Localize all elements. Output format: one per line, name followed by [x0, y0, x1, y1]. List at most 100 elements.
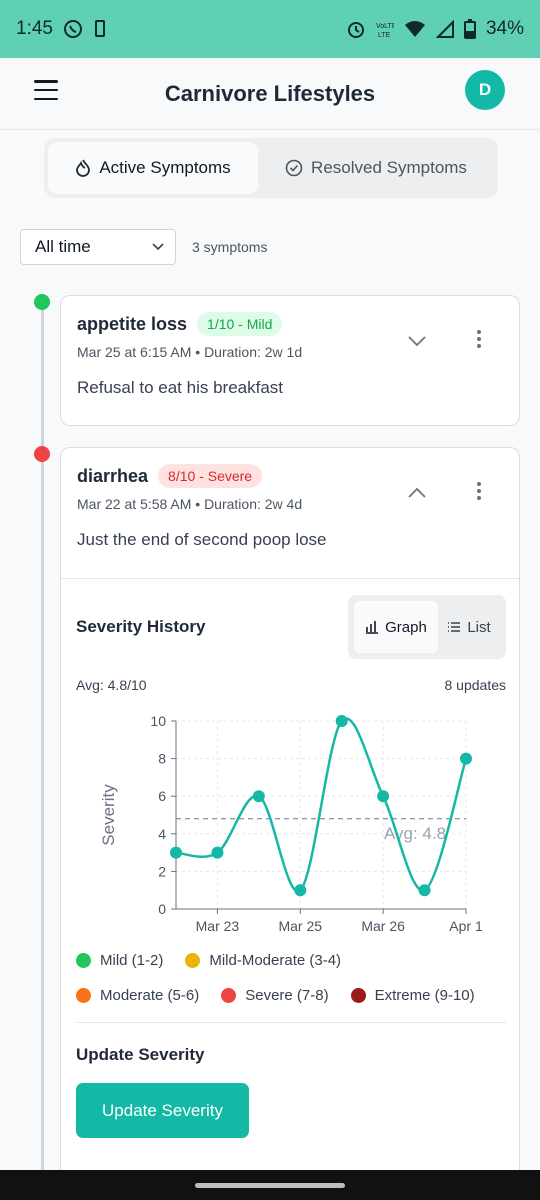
symptom-name: diarrhea [77, 465, 149, 486]
time-filter-value: All time [35, 237, 91, 256]
data-point [418, 884, 431, 897]
legend-label: Severe (7-8) [245, 987, 329, 1004]
expand-chevron-icon[interactable] [407, 331, 427, 351]
whatsapp-icon [63, 20, 82, 38]
status-time: 1:45 [16, 18, 53, 39]
menu-button[interactable] [34, 80, 58, 100]
timeline-line [41, 302, 44, 1172]
y-tick-label: 8 [158, 751, 166, 767]
severity-history-title: Severity History [76, 617, 206, 636]
update-severity-button[interactable]: Update Severity [76, 1083, 249, 1138]
symptom-count: 3 symptoms [192, 239, 268, 255]
legend-item: Extreme (9-10) [350, 987, 475, 1004]
flame-icon [76, 159, 91, 177]
y-tick-label: 4 [158, 826, 166, 842]
tab-active-symptoms[interactable]: Active Symptoms [48, 142, 258, 194]
data-point [377, 790, 390, 803]
view-toggle: Graph List [348, 595, 506, 659]
wifi-icon [404, 21, 425, 37]
collapse-chevron-icon[interactable] [407, 483, 427, 503]
more-options-icon[interactable] [477, 482, 481, 500]
update-severity-section: Update Severity Update Severity [76, 1022, 506, 1138]
legend-dot [76, 988, 91, 1003]
timeline-dot-severe [34, 446, 50, 462]
home-gesture-pill[interactable] [195, 1183, 345, 1188]
data-point [170, 846, 182, 859]
status-right: VoLTE LTE 34% [346, 18, 524, 40]
status-left: 1:45 [16, 18, 107, 40]
symptom-tabs: Active Symptoms Resolved Symptoms [44, 138, 498, 198]
legend-label: Moderate (5-6) [100, 987, 200, 1004]
symptom-name: appetite loss [77, 313, 188, 334]
battery-icon [463, 19, 476, 39]
severity-badge: 1/10 - Mild [197, 312, 283, 336]
data-point [294, 884, 307, 897]
severity-chart: 0 2 4 6 8 10 Mar 23 Mar 25 Mar 26 Apr 1 Severity Av… [99, 713, 483, 934]
legend-item: Moderate (5-6) [76, 987, 199, 1004]
bar-chart-icon [366, 621, 379, 634]
tab-resolved-label: Resolved Symptoms [311, 158, 467, 177]
app-title: Carnivore Lifestyles [164, 80, 376, 106]
symptom-meta: Mar 22 at 5:58 AM • Duration: 2w 4d [77, 496, 303, 512]
data-point [252, 790, 265, 803]
symptom-note: Just the end of second poop lose [77, 530, 327, 549]
y-tick-label: 6 [158, 788, 166, 804]
data-point [335, 715, 348, 727]
avatar[interactable]: D [465, 70, 505, 110]
legend-dot [350, 988, 366, 1003]
updates-count: 8 updates [444, 677, 507, 693]
battery-percent: 34% [485, 18, 524, 39]
legend-item: Severe (7-8) [221, 987, 329, 1004]
chevron-down-icon [152, 243, 164, 251]
severity-legend: Mild (1-2) Mild-Moderate (3-4) Moderate … [76, 952, 506, 1004]
svg-text:VoLTE: VoLTE [376, 23, 394, 30]
legend-dot [76, 953, 91, 968]
list-view-button[interactable]: List [438, 601, 500, 653]
phone-notification-icon [94, 20, 105, 37]
legend-item: Mild (1-2) [76, 952, 163, 969]
data-point [460, 752, 472, 765]
symptom-note: Refusal to eat his breakfast [77, 378, 284, 397]
average-text: Avg: 4.8/10 [76, 677, 147, 693]
more-options-icon[interactable] [477, 330, 481, 348]
severity-badge: 8/10 - Severe [158, 464, 263, 488]
timeline-dot-mild [34, 294, 50, 310]
svg-text:LTE: LTE [378, 32, 391, 39]
symptom-card[interactable]: diarrhea 8/10 - Severe Mar 22 at 5:58 AM… [60, 447, 520, 1187]
graph-view-button[interactable]: Graph [354, 601, 438, 653]
y-tick-label: 2 [158, 863, 166, 879]
legend-label: Mild-Moderate (3-4) [209, 952, 342, 969]
x-tick-label: Mar 23 [196, 918, 240, 934]
legend-item: Mild-Moderate (3-4) [185, 952, 341, 969]
time-filter-select[interactable]: All time [20, 229, 176, 265]
status-bar: 1:45 VoLTE LTE 34% [0, 0, 540, 58]
app-header: Carnivore Lifestyles D [0, 58, 540, 130]
list-label: List [467, 618, 491, 636]
y-tick-label: 0 [158, 901, 166, 917]
severity-history: Severity History Graph List Avg: 4.8/10 … [61, 578, 519, 1138]
alarm-icon [347, 22, 364, 38]
legend-label: Extreme (9-10) [374, 987, 475, 1004]
severity-line [175, 717, 468, 893]
x-tick-label: Mar 26 [361, 918, 405, 934]
signal-icon [435, 20, 454, 38]
y-tick-label: 10 [150, 713, 166, 729]
volte-icon: VoLTE LTE [376, 23, 394, 39]
y-axis-label: Severity [99, 784, 118, 846]
tab-active-label: Active Symptoms [99, 158, 231, 177]
filter-row: All time 3 symptoms [20, 229, 267, 265]
update-severity-title: Update Severity [76, 1045, 205, 1064]
check-circle-icon [285, 159, 303, 177]
legend-dot [221, 988, 237, 1003]
list-icon [448, 622, 461, 632]
symptom-meta: Mar 25 at 6:15 AM • Duration: 2w 1d [77, 344, 303, 360]
tab-resolved-symptoms[interactable]: Resolved Symptoms [258, 142, 494, 194]
navigation-bar [0, 1170, 540, 1200]
data-point [211, 846, 224, 859]
symptom-card[interactable]: appetite loss 1/10 - Mild Mar 25 at 6:15… [60, 295, 520, 426]
x-tick-label: Apr 1 [449, 918, 483, 934]
graph-label: Graph [385, 618, 427, 636]
x-tick-label: Mar 25 [278, 918, 322, 934]
legend-dot [185, 953, 201, 968]
legend-label: Mild (1-2) [100, 952, 164, 969]
